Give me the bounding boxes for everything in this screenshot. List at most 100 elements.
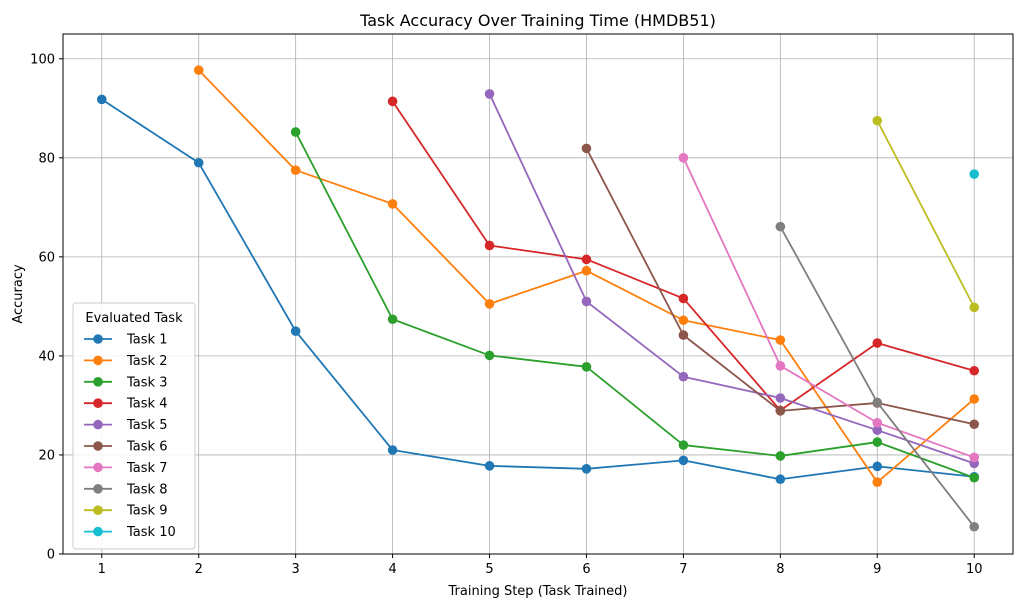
y-axis-label: Accuracy bbox=[11, 264, 26, 324]
data-point bbox=[484, 89, 495, 99]
data-point bbox=[872, 461, 883, 472]
data-point bbox=[678, 315, 689, 326]
data-point bbox=[969, 169, 980, 179]
legend-label: Task 8 bbox=[126, 482, 167, 497]
legend-label: Task 4 bbox=[126, 397, 167, 412]
legend-item: Task 9 bbox=[84, 504, 167, 519]
series-line bbox=[101, 98, 975, 481]
x-tick-label: 6 bbox=[582, 562, 590, 577]
series-line bbox=[876, 120, 976, 308]
data-point bbox=[775, 451, 786, 461]
legend-items: Task 1 Task 2 Task 3 Task 4 Task 5 Task 6 Task… bbox=[84, 333, 176, 540]
legend-label: Task 10 bbox=[126, 525, 176, 540]
legend-label: Task 1 bbox=[126, 333, 167, 348]
data-point bbox=[775, 221, 786, 232]
data-point bbox=[775, 474, 786, 485]
legend-item: Task 5 bbox=[84, 418, 167, 433]
legend-label: Task 3 bbox=[126, 375, 167, 390]
chart-title: Task Accuracy Over Training Time (HMDB51… bbox=[359, 11, 716, 30]
data-point bbox=[775, 361, 786, 371]
data-point bbox=[775, 335, 786, 345]
legend-marker bbox=[93, 419, 103, 430]
legend-title: Evaluated Task bbox=[85, 311, 183, 326]
legend-marker bbox=[93, 462, 103, 473]
data-point bbox=[872, 115, 883, 126]
data-point bbox=[581, 362, 592, 372]
legend-marker bbox=[93, 334, 103, 344]
data-point bbox=[969, 302, 980, 313]
data-point bbox=[678, 293, 689, 304]
data-point bbox=[290, 326, 301, 336]
data-point bbox=[872, 437, 883, 447]
data-point bbox=[872, 397, 883, 408]
legend-marker bbox=[93, 398, 103, 409]
series-layer bbox=[96, 65, 980, 532]
x-tick-label: 9 bbox=[873, 562, 881, 577]
data-point bbox=[581, 143, 592, 154]
data-point bbox=[872, 417, 883, 428]
legend-label: Task 6 bbox=[126, 440, 167, 455]
legend-marker bbox=[93, 441, 103, 451]
series-task-2 bbox=[193, 65, 980, 487]
legend-label: Task 2 bbox=[126, 354, 167, 369]
data-point bbox=[872, 338, 883, 348]
data-point bbox=[678, 371, 689, 382]
data-point bbox=[193, 157, 204, 168]
legend-label: Task 5 bbox=[126, 418, 167, 433]
series-task-9 bbox=[872, 115, 980, 313]
data-point bbox=[290, 127, 301, 137]
x-tick-label: 7 bbox=[679, 562, 687, 577]
data-point bbox=[387, 314, 398, 325]
legend-item: Task 3 bbox=[84, 375, 167, 390]
data-point bbox=[96, 94, 107, 105]
series-task-7 bbox=[678, 153, 980, 463]
data-point bbox=[872, 477, 883, 487]
data-point bbox=[387, 199, 398, 209]
series-task-8 bbox=[775, 221, 980, 532]
data-point bbox=[484, 299, 495, 309]
data-point bbox=[193, 65, 204, 75]
legend-item: Task 6 bbox=[84, 440, 167, 455]
data-point bbox=[484, 240, 495, 251]
y-tick-label: 40 bbox=[38, 349, 55, 364]
legend-marker bbox=[93, 355, 103, 366]
x-tick-label: 2 bbox=[195, 562, 203, 577]
data-point bbox=[678, 455, 689, 466]
y-tick-label: 20 bbox=[38, 448, 55, 463]
data-point bbox=[484, 461, 495, 471]
legend-item: Task 10 bbox=[84, 525, 176, 540]
series-task-3 bbox=[290, 127, 980, 483]
series-task-10 bbox=[969, 169, 980, 179]
legend-marker bbox=[93, 377, 103, 387]
series-line bbox=[294, 131, 975, 479]
legend-item: Task 8 bbox=[84, 482, 167, 497]
y-tick-label: 0 bbox=[47, 548, 55, 563]
legend-item: Task 4 bbox=[84, 397, 167, 412]
legend-label: Task 9 bbox=[126, 504, 167, 519]
y-tick-label: 60 bbox=[38, 250, 55, 265]
legend-marker bbox=[93, 484, 103, 494]
data-point bbox=[387, 96, 398, 107]
series-task-1 bbox=[96, 94, 980, 485]
data-point bbox=[775, 406, 786, 416]
data-point bbox=[581, 265, 592, 276]
x-tick-label: 1 bbox=[98, 562, 106, 577]
data-point bbox=[872, 425, 883, 435]
y-tick-label: 80 bbox=[38, 151, 55, 166]
data-point bbox=[969, 365, 980, 376]
data-point bbox=[484, 350, 495, 361]
data-point bbox=[969, 419, 980, 430]
data-point bbox=[290, 165, 301, 175]
data-point bbox=[581, 464, 592, 474]
legend-item: Task 1 bbox=[84, 333, 167, 348]
data-point bbox=[775, 393, 786, 403]
legend-marker bbox=[93, 505, 103, 515]
grid bbox=[63, 34, 1013, 555]
legend-frame bbox=[72, 302, 196, 550]
x-tick-label: 10 bbox=[966, 562, 983, 577]
data-point bbox=[969, 521, 980, 532]
data-point bbox=[969, 394, 980, 404]
data-point bbox=[581, 296, 592, 307]
